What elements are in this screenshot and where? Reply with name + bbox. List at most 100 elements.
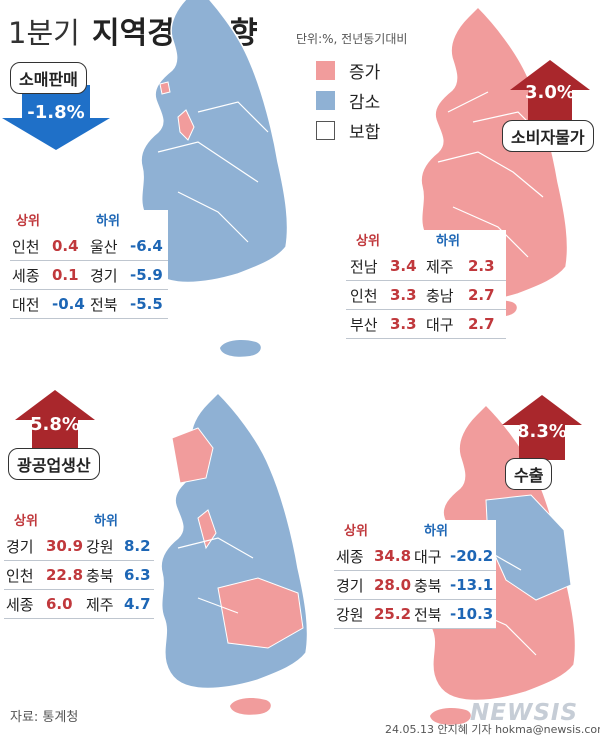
retail-bottom-header: 하위 (96, 214, 120, 229)
legend-decrease-swatch (316, 91, 335, 110)
mining-value: 5.8% (30, 414, 80, 435)
table-row: 부산 3.3 대구 2.7 (346, 310, 506, 339)
table-row: 인천 0.4 울산 -6.4 (10, 232, 168, 261)
mining-row2-top-value: 22.8 (46, 566, 84, 584)
mining-bottom-header: 하위 (94, 514, 118, 529)
export-row2-top-value: 28.0 (374, 576, 412, 594)
mining-row3-bottom-value: 4.7 (124, 595, 151, 613)
cpi-row2-bottom-name: 충남 (426, 286, 454, 305)
newsis-logo: NEWSIS (470, 700, 579, 726)
retail-row2-bottom-name: 경기 (90, 266, 118, 285)
export-value: 8.3% (517, 421, 567, 442)
quarter-label: 1분기 (8, 16, 80, 50)
cpi-row1-bottom-name: 제주 (426, 257, 454, 276)
mining-row3-top-value: 6.0 (46, 595, 73, 613)
table-row: 인천 3.3 충남 2.7 (346, 281, 506, 310)
cpi-row3-top-value: 3.3 (390, 315, 417, 333)
map-mining (160, 392, 309, 715)
cpi-row1-bottom-value: 2.3 (468, 257, 495, 275)
cpi-row2-top-value: 3.3 (390, 286, 417, 304)
cpi-label: 소비자물가 (502, 120, 594, 152)
table-row: 강원 25.2 전북 -10.3 (334, 600, 496, 629)
export-bottom-header: 하위 (424, 524, 448, 539)
table-row: 경기 28.0 충북 -13.1 (334, 571, 496, 600)
legend-increase-swatch (316, 61, 335, 80)
legend-decrease: 감소 (316, 88, 380, 113)
cpi-row1-top-value: 3.4 (390, 257, 417, 275)
retail-row1-top-name: 인천 (12, 237, 40, 256)
retail-row1-bottom-name: 울산 (90, 237, 118, 256)
mining-row2-bottom-name: 충북 (86, 566, 114, 585)
retail-row3-top-value: -0.4 (52, 295, 85, 313)
table-row: 인천 22.8 충북 6.3 (4, 561, 154, 590)
retail-top-header: 상위 (16, 214, 40, 229)
cpi-row2-bottom-value: 2.7 (468, 286, 495, 304)
mining-top-header: 상위 (14, 514, 38, 529)
cpi-top-header: 상위 (356, 234, 380, 249)
export-row3-bottom-name: 전북 (414, 605, 442, 624)
export-arrow (502, 395, 582, 460)
legend-flat-swatch (316, 121, 335, 140)
cpi-table: 상위 하위 전남 3.4 제주 2.3 인천 3.3 충남 2.7 부산 3.3… (346, 230, 506, 339)
mining-row2-bottom-value: 6.3 (124, 566, 151, 584)
export-row3-top-value: 25.2 (374, 605, 412, 623)
export-row3-top-name: 강원 (336, 605, 364, 624)
retail-row1-bottom-value: -6.4 (130, 237, 163, 255)
export-row1-top-name: 세종 (336, 547, 364, 566)
mining-row1-top-name: 경기 (6, 537, 34, 556)
retail-row2-top-name: 세종 (12, 266, 40, 285)
legend-decrease-label: 감소 (349, 93, 381, 113)
table-row: 세종 6.0 제주 4.7 (4, 590, 154, 619)
export-row1-bottom-value: -20.2 (450, 547, 494, 565)
cpi-row2-top-name: 인천 (350, 286, 378, 305)
retail-row1-top-value: 0.4 (52, 237, 79, 255)
export-row2-top-name: 경기 (336, 576, 364, 595)
cpi-row3-bottom-name: 대구 (426, 315, 454, 334)
retail-row3-top-name: 대전 (12, 295, 40, 314)
retail-row2-top-value: 0.1 (52, 266, 79, 284)
export-row2-bottom-name: 충북 (414, 576, 442, 595)
cpi-arrow (510, 60, 590, 135)
mining-row1-top-value: 30.9 (46, 537, 84, 555)
legend-increase: 증가 (316, 58, 380, 83)
export-row1-bottom-name: 대구 (414, 547, 442, 566)
mining-row1-bottom-name: 강원 (86, 537, 114, 556)
export-row1-top-value: 34.8 (374, 547, 412, 565)
mining-row3-bottom-name: 제주 (86, 595, 114, 614)
cpi-row3-bottom-value: 2.7 (468, 315, 495, 333)
cpi-value: 3.0% (525, 82, 575, 103)
retail-arrow (2, 85, 110, 150)
cpi-row1-top-name: 전남 (350, 257, 378, 276)
map-retail (140, 0, 289, 357)
export-row2-bottom-value: -13.1 (450, 576, 494, 594)
mining-label: 광공업생산 (8, 448, 100, 480)
table-row: 세종 34.8 대구 -20.2 (334, 542, 496, 571)
export-row3-bottom-value: -10.3 (450, 605, 494, 623)
retail-row3-bottom-value: -5.5 (130, 295, 163, 313)
table-row: 세종 0.1 경기 -5.9 (10, 261, 168, 290)
unit-note: 단위:%, 전년동기대비 (296, 32, 408, 46)
mining-arrow (15, 390, 95, 450)
legend-flat: 보합 (316, 118, 380, 143)
retail-table: 상위 하위 인천 0.4 울산 -6.4 세종 0.1 경기 -5.9 대전 -… (10, 210, 168, 319)
map-cpi (420, 6, 569, 317)
table-row: 대전 -0.4 전북 -5.5 (10, 290, 168, 319)
retail-row3-bottom-name: 전북 (90, 295, 118, 314)
export-label: 수출 (505, 458, 553, 490)
retail-row2-bottom-value: -5.9 (130, 266, 163, 284)
retail-label: 소매판매 (10, 62, 87, 94)
export-top-header: 상위 (344, 524, 368, 539)
cpi-bottom-header: 하위 (436, 234, 460, 249)
legend-increase-label: 증가 (349, 63, 381, 83)
legend-flat-label: 보합 (349, 123, 381, 143)
cpi-row3-top-name: 부산 (350, 315, 378, 334)
source-note: 자료: 통계청 (10, 710, 79, 725)
table-row: 전남 3.4 제주 2.3 (346, 252, 506, 281)
export-table: 상위 하위 세종 34.8 대구 -20.2 경기 28.0 충북 -13.1 … (334, 520, 496, 629)
mining-table: 상위 하위 경기 30.9 강원 8.2 인천 22.8 충북 6.3 세종 6… (4, 510, 154, 619)
mining-row1-bottom-value: 8.2 (124, 537, 151, 555)
retail-value: -1.8% (27, 102, 85, 123)
mining-row3-top-name: 세종 (6, 595, 34, 614)
credit-line: 24.05.13 안지혜 기자 hokma@newsis.com (385, 723, 600, 736)
